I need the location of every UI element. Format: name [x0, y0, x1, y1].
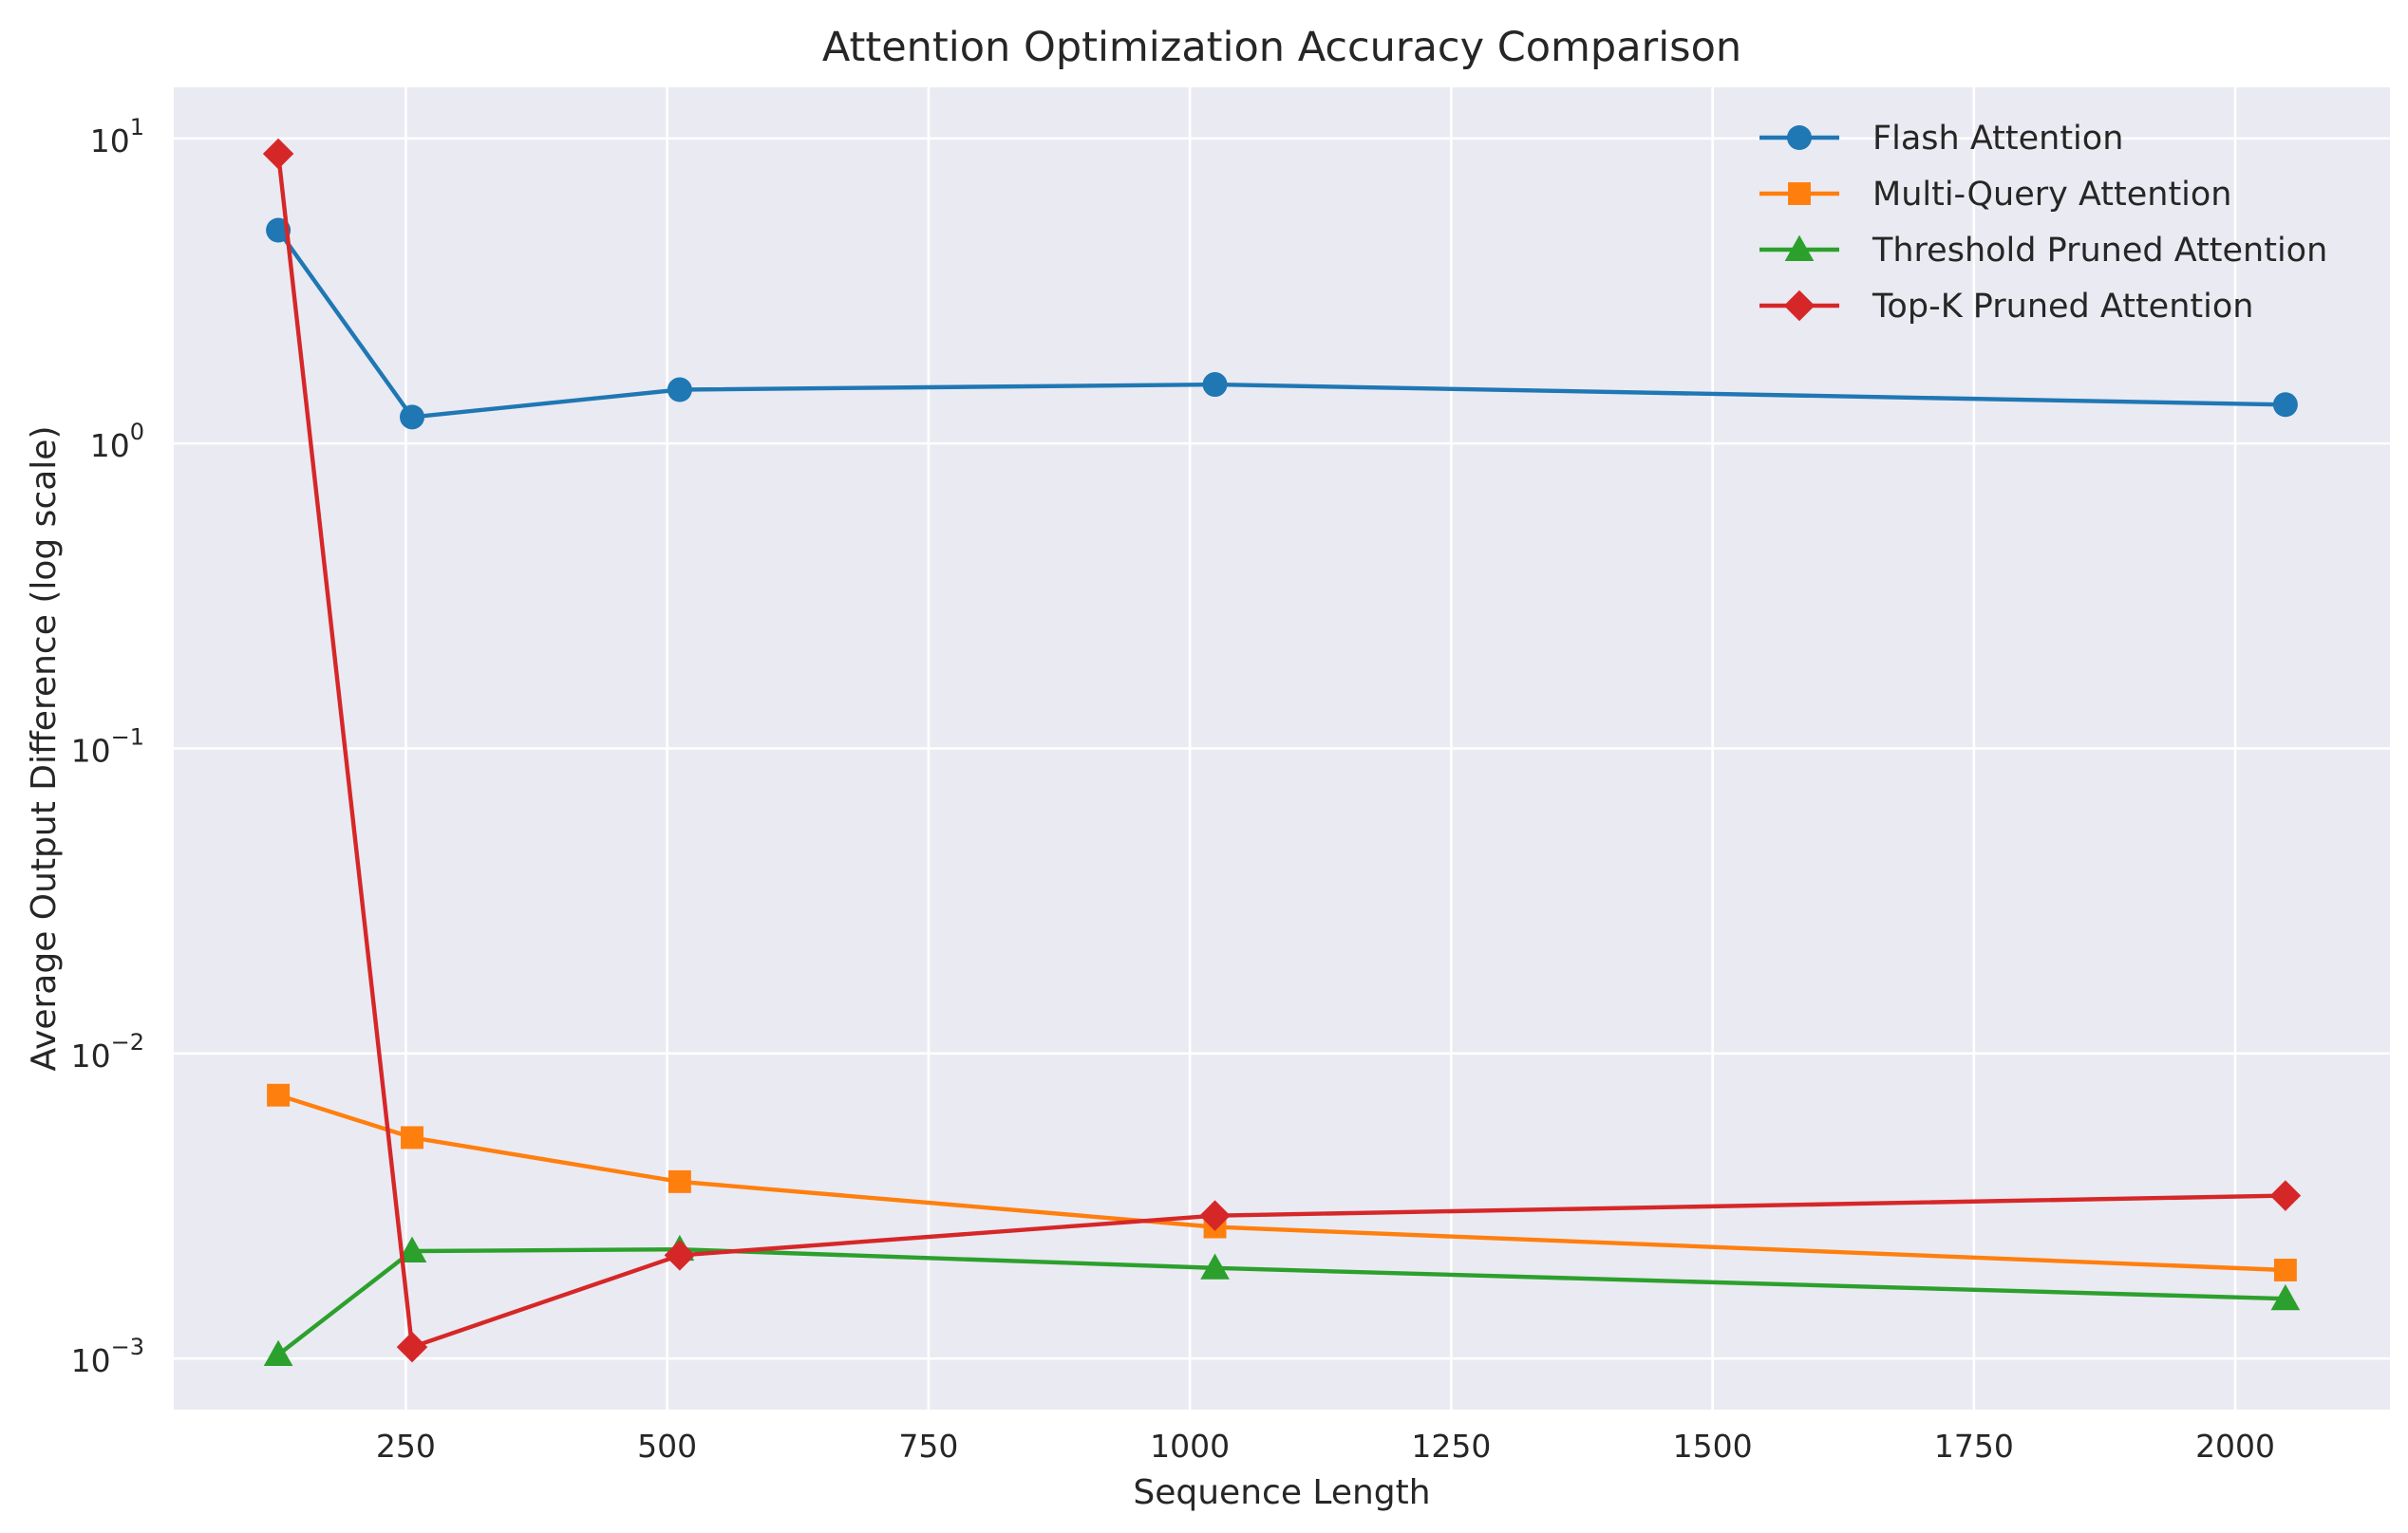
x-tick-label: 1250 [1411, 1428, 1491, 1465]
x-tick-label: 1000 [1150, 1428, 1230, 1465]
y-tick-label: 101 [90, 114, 144, 159]
data-point-multi-query-attention [2273, 1259, 2297, 1281]
series-multi-query-attention [267, 1083, 2297, 1281]
data-point-flash-attention [2272, 392, 2298, 418]
y-tick-label: 10−3 [71, 1334, 144, 1379]
data-point-top-k-pruned-attention [262, 138, 294, 170]
legend-marker [1784, 234, 1815, 261]
legend-item-threshold-pruned-attention: Threshold Pruned Attention [1759, 232, 2327, 270]
data-point-multi-query-attention [401, 1126, 423, 1150]
legend-label: Multi-Query Attention [1872, 176, 2232, 214]
y-tick-label: 10−1 [71, 723, 144, 769]
legend-item-top-k-pruned-attention: Top-K Pruned Attention [1759, 288, 2253, 326]
data-point-multi-query-attention [267, 1083, 291, 1107]
legend-label: Threshold Pruned Attention [1872, 232, 2327, 270]
data-point-flash-attention [667, 377, 692, 402]
data-point-multi-query-attention [668, 1169, 691, 1193]
x-tick-label: 500 [637, 1428, 697, 1465]
data-point-threshold-pruned-attention [2270, 1283, 2301, 1311]
data-point-top-k-pruned-attention [396, 1331, 428, 1363]
legend-marker [1783, 290, 1815, 322]
x-axis-label: Sequence Length [1133, 1473, 1430, 1512]
series-layer [262, 138, 2302, 1367]
x-tick-label: 1750 [1934, 1428, 2014, 1465]
y-axis-label: Average Output Difference (log scale) [25, 426, 64, 1072]
legend-marker [1788, 182, 1811, 205]
grid-lines [174, 87, 2390, 1410]
data-point-top-k-pruned-attention [2269, 1180, 2302, 1211]
data-point-top-k-pruned-attention [664, 1240, 696, 1271]
legend: Flash Attention Multi-Query Attention Thre… [1759, 120, 2327, 326]
x-tick-label: 2000 [2195, 1428, 2275, 1465]
legend-marker [1787, 125, 1812, 150]
x-tick-label: 1500 [1673, 1428, 1753, 1465]
data-point-threshold-pruned-attention [397, 1236, 427, 1262]
data-point-flash-attention [400, 404, 425, 430]
legend-item-multi-query-attention: Multi-Query Attention [1759, 176, 2232, 214]
y-tick-label: 100 [90, 419, 144, 464]
legend-label: Flash Attention [1872, 120, 2123, 158]
legend-label: Top-K Pruned Attention [1872, 288, 2253, 326]
y-tick-labels: 101 100 10−1 10−2 10−3 [71, 114, 144, 1379]
series-top-k-pruned-attention [262, 138, 2302, 1363]
series-flash-attention [266, 217, 2298, 430]
data-point-top-k-pruned-attention [1199, 1200, 1231, 1231]
chart-title: Attention Optimization Accuracy Comparis… [822, 24, 1741, 71]
x-tick-label: 250 [376, 1428, 436, 1465]
data-point-flash-attention [1202, 372, 1228, 398]
data-point-threshold-pruned-attention [263, 1339, 293, 1367]
x-tick-label: 750 [898, 1428, 958, 1465]
data-point-threshold-pruned-attention [1200, 1253, 1230, 1280]
x-tick-labels: 250 500 750 1000 1250 1500 1750 2000 [376, 1428, 2275, 1465]
legend-item-flash-attention: Flash Attention [1759, 120, 2123, 158]
y-tick-label: 10−2 [71, 1029, 144, 1075]
